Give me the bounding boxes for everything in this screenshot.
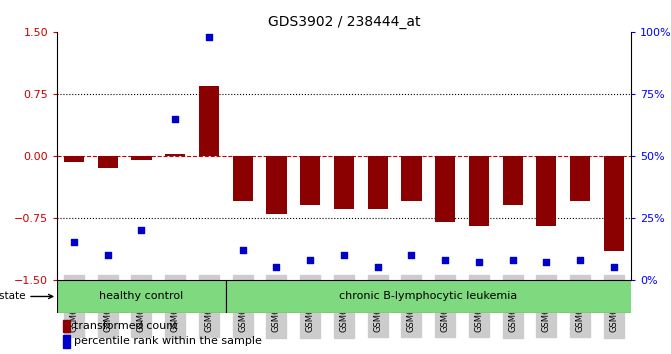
Title: GDS3902 / 238444_at: GDS3902 / 238444_at [268, 16, 420, 29]
Point [170, 116, 180, 121]
Bar [132, 156, 152, 160]
Point [271, 264, 282, 270]
Bar [368, 156, 388, 210]
Bar [199, 86, 219, 156]
Bar [57, 280, 225, 313]
Point [440, 257, 450, 263]
Text: healthy control: healthy control [99, 291, 184, 302]
Bar [604, 156, 624, 251]
Text: percentile rank within the sample: percentile rank within the sample [74, 336, 262, 346]
Bar [165, 154, 185, 156]
Bar [63, 335, 70, 348]
Point [372, 264, 383, 270]
Bar [503, 156, 523, 205]
Point [507, 257, 518, 263]
Point [406, 252, 417, 258]
Bar [64, 156, 84, 162]
Text: disease state: disease state [0, 291, 53, 302]
Point [339, 252, 350, 258]
Bar [469, 156, 489, 226]
Bar [333, 156, 354, 210]
Point [238, 247, 248, 253]
Point [102, 252, 113, 258]
Bar [225, 280, 648, 313]
Bar [300, 156, 320, 205]
Point [474, 259, 484, 265]
Point [541, 259, 552, 265]
Text: transformed count: transformed count [74, 321, 178, 331]
Point [609, 264, 619, 270]
Bar [536, 156, 556, 226]
Bar [435, 156, 455, 222]
Point [203, 34, 214, 40]
Bar [63, 320, 70, 332]
Point [68, 240, 79, 245]
Point [575, 257, 586, 263]
Bar [570, 156, 590, 201]
Point [136, 227, 147, 233]
Point [305, 257, 315, 263]
Bar [401, 156, 421, 201]
Bar [97, 156, 118, 168]
Bar [266, 156, 287, 213]
Text: chronic B-lymphocytic leukemia: chronic B-lymphocytic leukemia [339, 291, 517, 302]
Bar [233, 156, 253, 201]
